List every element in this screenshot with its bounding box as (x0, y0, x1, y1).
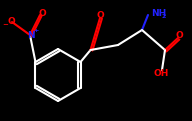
Text: O: O (7, 16, 15, 26)
Text: O: O (175, 31, 183, 41)
Text: N: N (27, 31, 35, 41)
Text: O: O (38, 10, 46, 19)
Text: OH: OH (153, 69, 169, 79)
Text: +: + (33, 29, 39, 34)
Text: NH: NH (151, 10, 166, 19)
Text: −: − (2, 22, 8, 28)
Text: O: O (96, 11, 104, 20)
Text: 2: 2 (162, 15, 166, 19)
